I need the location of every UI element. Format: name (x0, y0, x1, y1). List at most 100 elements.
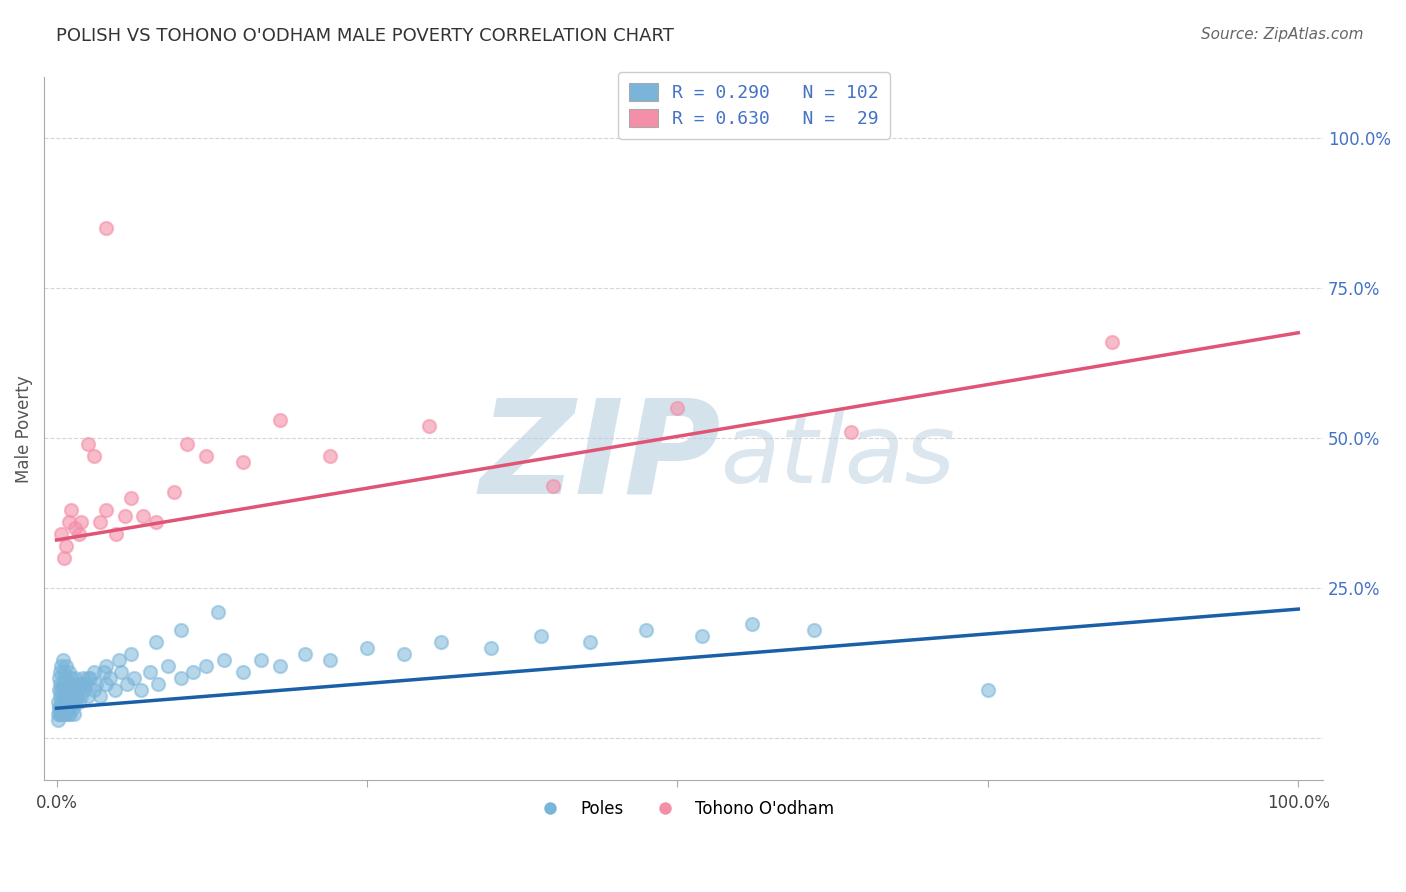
Point (541, 479, 564, 493)
Point (194, 449, 217, 463)
Point (181, 665, 204, 680)
Legend: Poles, Tohono O'odham: Poles, Tohono O'odham (527, 793, 841, 825)
Point (107, 653, 129, 667)
Point (62, 701, 84, 715)
Point (129, 683, 152, 698)
Point (839, 425, 862, 439)
Point (51, 701, 73, 715)
Point (52, 707, 75, 722)
Point (49, 689, 72, 703)
Point (48, 701, 70, 715)
Point (53, 683, 76, 698)
Text: Source: ZipAtlas.com: Source: ZipAtlas.com (1201, 27, 1364, 42)
Point (741, 617, 763, 632)
Point (1101, 334, 1123, 349)
Point (579, 635, 602, 649)
Point (83, 665, 105, 680)
Text: POLISH VS TOHONO O'ODHAM MALE POVERTY CORRELATION CHART: POLISH VS TOHONO O'ODHAM MALE POVERTY CO… (56, 27, 673, 45)
Point (170, 623, 193, 637)
Point (55, 689, 77, 703)
Point (63, 695, 86, 709)
Point (60, 671, 83, 685)
Point (69, 677, 91, 691)
Point (52, 695, 75, 709)
Point (232, 455, 254, 469)
Point (58, 695, 80, 709)
Point (84, 677, 107, 691)
Point (114, 508, 136, 523)
Point (176, 437, 198, 451)
Point (53, 665, 76, 680)
Point (163, 485, 186, 500)
Point (269, 659, 291, 673)
Point (75, 677, 97, 691)
Point (76, 671, 98, 685)
Point (49, 707, 72, 722)
Point (46, 713, 69, 727)
Point (89, 689, 111, 703)
Point (120, 647, 142, 661)
Point (89, 515, 111, 529)
Point (110, 665, 132, 680)
Point (66, 683, 89, 698)
Point (48, 683, 70, 698)
Point (55, 683, 77, 698)
Y-axis label: Male Poverty: Male Poverty (15, 375, 32, 483)
Point (58, 701, 80, 715)
Point (269, 413, 291, 427)
Point (55, 659, 77, 673)
Point (145, 515, 167, 529)
Point (70, 515, 93, 529)
Point (803, 623, 825, 637)
Point (51, 683, 73, 698)
Point (977, 683, 1000, 698)
Point (60, 683, 83, 698)
Point (294, 647, 316, 661)
Point (145, 635, 167, 649)
Point (65, 689, 87, 703)
Point (63, 689, 86, 703)
Point (194, 659, 217, 673)
Point (430, 635, 453, 649)
Point (394, 647, 416, 661)
Point (46, 695, 69, 709)
Point (56, 689, 79, 703)
Point (250, 653, 273, 667)
Point (122, 671, 145, 685)
Point (63, 671, 86, 685)
Point (96, 220, 118, 235)
Point (232, 665, 254, 680)
Point (53, 551, 76, 566)
Point (55, 539, 77, 553)
Point (212, 653, 235, 667)
Point (49, 677, 72, 691)
Point (59, 707, 82, 722)
Point (53, 707, 76, 722)
Point (666, 401, 689, 415)
Point (96, 677, 118, 691)
Point (62, 683, 84, 698)
Point (48, 671, 70, 685)
Point (52, 653, 75, 667)
Point (63, 677, 86, 691)
Point (53, 701, 76, 715)
Point (60, 503, 83, 517)
Point (70, 689, 93, 703)
Point (51, 659, 73, 673)
Point (157, 659, 180, 673)
Point (356, 641, 378, 656)
Point (51, 527, 73, 541)
Point (79, 671, 101, 685)
Text: atlas: atlas (720, 410, 955, 503)
Point (48, 701, 70, 715)
Point (170, 671, 193, 685)
Point (319, 449, 342, 463)
Point (63, 521, 86, 535)
Point (63, 707, 86, 722)
Point (418, 418, 440, 433)
Point (55, 701, 77, 715)
Point (83, 449, 105, 463)
Point (319, 653, 342, 667)
Point (120, 491, 142, 505)
Point (53, 689, 76, 703)
